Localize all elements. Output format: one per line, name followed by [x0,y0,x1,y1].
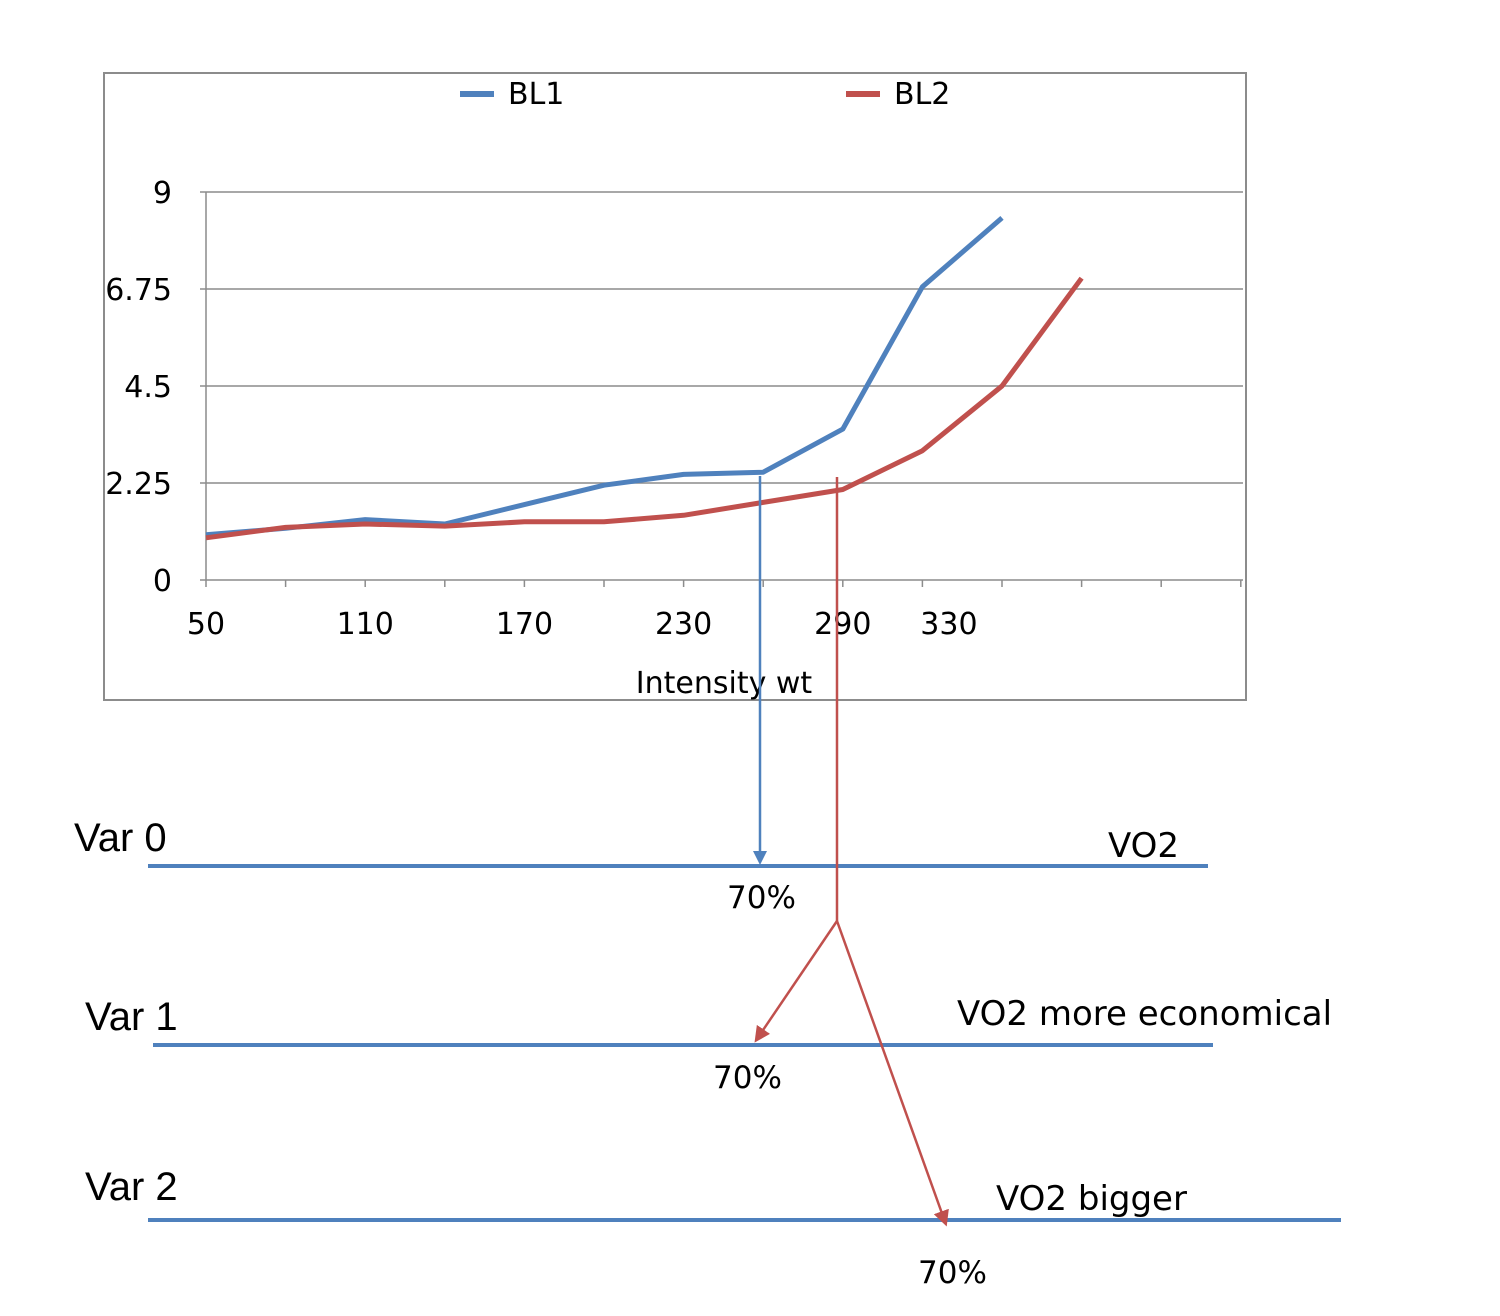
percent-label-0: 70% [727,880,796,916]
diagram: Var 0 Var 1 Var 2 VO2 VO2 more economica… [74,476,1341,1291]
y-tick-label: 2.25 [105,467,172,502]
var-1-label: Var 1 [85,995,178,1039]
x-tick-labels: 50 110 170 230 290 330 [187,607,978,642]
y-tick-labels: 0 2.25 4.5 6.75 9 [105,176,172,599]
series-line-bl2 [205,276,1084,541]
y-tick-label: 6.75 [105,273,172,308]
y-tick-label: 4.5 [124,370,172,405]
gridlines [200,191,1243,581]
legend-label-bl2: BL2 [894,77,950,112]
y-tick-label: 0 [153,564,172,599]
red-arrow-var2 [835,920,949,1227]
x-tick-label: 330 [920,607,977,642]
series-lines [205,216,1084,541]
vo2-label-2: VO2 bigger [996,1179,1187,1219]
x-tick-label: 50 [187,607,225,642]
x-tick-label: 290 [814,607,871,642]
x-tick-label: 230 [655,607,712,642]
axes [205,192,1243,587]
var-0-label: Var 0 [74,816,167,860]
x-axis-label: Intensity wt [636,666,813,701]
series-line-bl1 [205,216,1004,538]
x-tick-label: 170 [496,607,553,642]
y-tick-label: 9 [153,176,172,211]
red-arrow-var1 [754,920,839,1043]
percent-label-2: 70% [918,1255,987,1291]
vo2-label-1: VO2 more economical [957,994,1332,1034]
x-tick-label: 110 [337,607,394,642]
legend: BL1 BL2 [460,77,950,112]
var-2-label: Var 2 [85,1165,178,1209]
vo2-label-0: VO2 [1108,826,1179,866]
legend-label-bl1: BL1 [508,77,564,112]
percent-label-1: 70% [713,1060,782,1096]
